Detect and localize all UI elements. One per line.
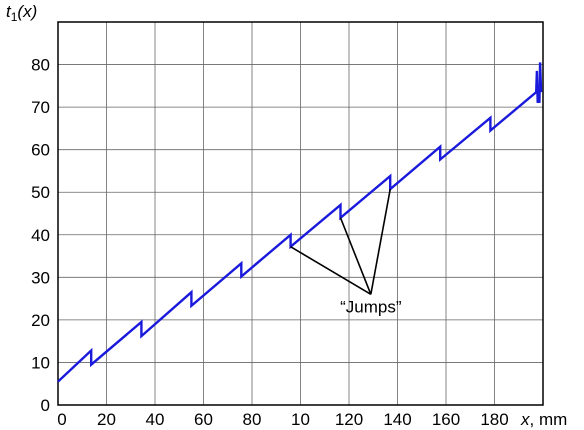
x-axis-label: x, mm — [520, 410, 567, 429]
y-label-main: t — [6, 2, 12, 21]
y-tick-label: 50 — [31, 183, 50, 202]
x-tick-label: 60 — [194, 410, 213, 429]
series-line — [57, 62, 543, 383]
y-label-subscript: 1 — [11, 10, 18, 24]
annotation-jumps-label: “Jumps” — [340, 297, 402, 316]
y-tick-label: 80 — [31, 56, 50, 75]
x-tick-label: 20 — [97, 410, 116, 429]
x-tick-label: 40 — [146, 410, 165, 429]
y-label-argument: (x) — [17, 2, 37, 21]
y-tick-label: 60 — [31, 141, 50, 160]
annotation-pointer-line — [339, 217, 372, 295]
y-tick-label: 70 — [31, 98, 50, 117]
x-tick-label: 120 — [335, 410, 363, 429]
x-label-unit: , mm — [530, 410, 568, 429]
grid-lines — [58, 22, 543, 405]
x-tick-label: 80 — [243, 410, 262, 429]
plot-frame — [57, 21, 544, 406]
y-tick-label: 40 — [31, 226, 50, 245]
x-tick-label: 160 — [432, 410, 460, 429]
x-tick-label: 10 — [291, 410, 310, 429]
y-tick-label: 10 — [31, 353, 50, 372]
y-axis-ticks: 0 10 20 30 40 50 60 70 80 — [31, 56, 50, 415]
y-axis-label: t1(x) — [6, 2, 37, 24]
x-tick-label: 180 — [480, 410, 508, 429]
x-label-main: x — [520, 410, 530, 429]
y-tick-label: 0 — [41, 396, 50, 415]
x-tick-label: 0 — [57, 410, 66, 429]
annotation-pointer-line — [290, 246, 372, 296]
x-tick-label: 140 — [383, 410, 411, 429]
y-tick-label: 30 — [31, 268, 50, 287]
annotation-pointers — [290, 189, 392, 296]
annotation-pointer-line — [370, 189, 392, 295]
y-tick-label: 20 — [31, 311, 50, 330]
x-axis-ticks: 0 20 40 60 80 10 120 140 160 180 — [57, 410, 508, 429]
